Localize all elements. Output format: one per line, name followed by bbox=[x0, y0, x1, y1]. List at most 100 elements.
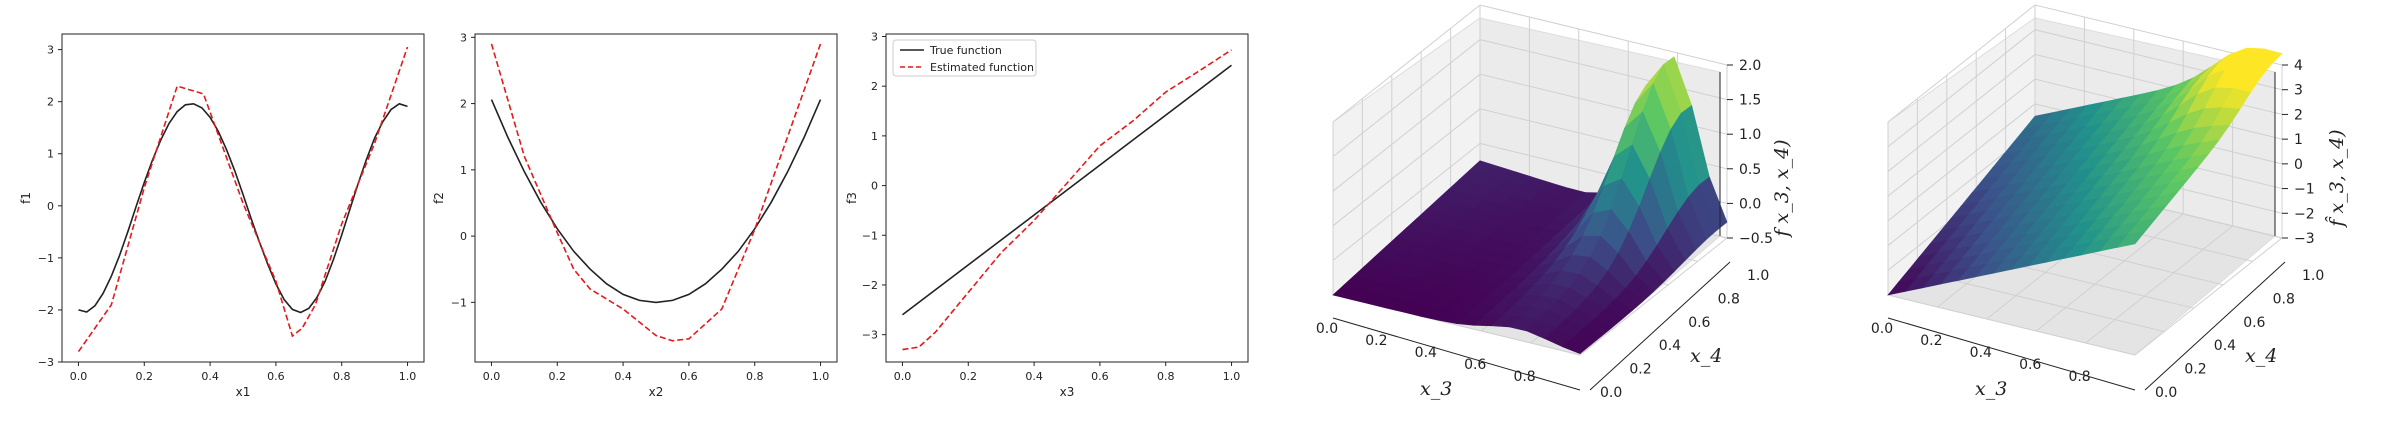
x-tick-label: 0.4 bbox=[201, 370, 219, 383]
z-tick-label: 1.0 bbox=[1739, 127, 1761, 143]
estimated-function-line bbox=[902, 49, 1232, 351]
x-tick-label: 0.2 bbox=[1365, 333, 1387, 349]
z-axis-label: f̂ x_3, x_4) bbox=[2325, 129, 2348, 228]
x-tick-label: 0.6 bbox=[1091, 370, 1109, 383]
z-tick-label: 1 bbox=[2294, 132, 2303, 148]
x-axis-line bbox=[1332, 317, 1581, 391]
chart-f3: 0.0 0.2 0.4 0.6 0.8 1.0 −3 −2 −1 0 1 2 3 x3 f3 True… bbox=[845, 30, 1249, 399]
grid-line bbox=[1887, 4, 2283, 123]
z-tick-label: 1.5 bbox=[1739, 93, 1761, 109]
estimated-function-line bbox=[77, 46, 409, 353]
x-tick-label: 0.2 bbox=[136, 370, 154, 383]
y-tick-label: 0.8 bbox=[1718, 291, 1740, 307]
x-tick-label: 0.2 bbox=[960, 370, 978, 383]
grid-line bbox=[1917, 271, 2165, 333]
x-tick-label: 1.0 bbox=[812, 370, 830, 383]
series-lines bbox=[77, 46, 409, 353]
x-ticks: 0.0 0.2 0.4 0.6 0.8 1.0 bbox=[70, 362, 417, 383]
y-tick-label: 1.0 bbox=[2302, 268, 2324, 284]
y-tick-label: −2 bbox=[38, 304, 54, 317]
x-tick-label: 0.0 bbox=[70, 370, 88, 383]
y-tick-label: −2 bbox=[862, 279, 878, 292]
series-lines bbox=[902, 49, 1232, 351]
y-tick-label: 0.8 bbox=[2273, 291, 2295, 307]
x-ticks: 0.0 0.2 0.4 0.6 0.8 1.0 bbox=[483, 362, 830, 383]
surface-f-true: 0.00.20.40.60.80.00.20.40.60.81.0−0.50.0… bbox=[1316, 4, 1793, 401]
series-lines bbox=[490, 43, 822, 342]
y-tick-label: 2 bbox=[871, 80, 878, 93]
plot-frame bbox=[474, 33, 838, 363]
x-tick-label: 0.8 bbox=[2068, 369, 2090, 385]
z-tick-label: −0.5 bbox=[1739, 231, 1773, 247]
grid-line bbox=[2085, 225, 2233, 344]
x-tick-label: 0.6 bbox=[680, 370, 698, 383]
x-tick-label: 0.2 bbox=[549, 370, 567, 383]
y-ticks: −1 0 1 2 3 bbox=[451, 31, 475, 309]
y-tick-label: −1 bbox=[862, 229, 878, 242]
y-tick-label: 0.4 bbox=[2214, 338, 2236, 354]
x-tick-label: 0.4 bbox=[1970, 345, 1992, 361]
y-ticks: −3 −2 −1 0 1 2 3 bbox=[38, 44, 62, 369]
x-ticks: 0.0 0.2 0.4 0.6 0.8 1.0 bbox=[894, 362, 1240, 383]
surface-mesh bbox=[1887, 47, 2283, 296]
y-tick-label: −3 bbox=[862, 329, 878, 342]
y-tick-label: 0 bbox=[460, 230, 467, 243]
true-function-line bbox=[78, 102, 408, 314]
y-tick-label: 0.4 bbox=[1659, 338, 1681, 354]
x-tick-label: 0.2 bbox=[1920, 333, 1942, 349]
true-function-line bbox=[490, 99, 822, 304]
y-tick-label: 0 bbox=[47, 200, 54, 213]
y-tick-label: 2 bbox=[460, 98, 467, 111]
x-tick-label: 1.0 bbox=[399, 370, 417, 383]
z-tick-label: 2 bbox=[2294, 107, 2303, 123]
legend: True function Estimated function bbox=[892, 39, 1037, 77]
x-tick-label: 0.8 bbox=[333, 370, 351, 383]
grid-line bbox=[1332, 39, 1728, 157]
chart-f1: 0.0 0.2 0.4 0.6 0.8 1.0 −3 −2 −1 0 1 2 3 x1 f1 bbox=[19, 33, 425, 399]
chart-f2: 0.0 0.2 0.4 0.6 0.8 1.0 −1 0 1 2 3 x2 f2 bbox=[432, 31, 838, 399]
surface-patch bbox=[1561, 337, 1592, 354]
surface-mesh bbox=[1332, 56, 1728, 354]
x-tick-label: 0.8 bbox=[746, 370, 764, 383]
surface-f-estimated: 0.00.20.40.60.80.00.20.40.60.81.0−3−2−10… bbox=[1871, 4, 2348, 401]
z-tick-label: 0 bbox=[2294, 157, 2303, 173]
y-tick-label: 1 bbox=[460, 164, 467, 177]
y-tick-label: 0 bbox=[871, 180, 878, 193]
y-tick-label: 0.0 bbox=[1600, 385, 1622, 401]
y-axis-label: f2 bbox=[432, 192, 446, 204]
z-tick-label: 3 bbox=[2294, 83, 2303, 99]
y-ticks: −3 −2 −1 0 1 2 3 bbox=[862, 30, 886, 342]
axis-lines bbox=[1332, 72, 1731, 391]
z-tick-label: 2.0 bbox=[1739, 58, 1761, 74]
x-axis-label: x1 bbox=[236, 385, 251, 399]
x-tick-label: 0.0 bbox=[1871, 321, 1893, 337]
true-function-line bbox=[902, 64, 1232, 316]
plot-frame bbox=[61, 33, 425, 363]
y-axis-label: f3 bbox=[845, 192, 859, 204]
z-tick-label: 0.0 bbox=[1739, 196, 1761, 212]
y-axis-label: x_4 bbox=[2245, 345, 2277, 367]
z-tick-label: −3 bbox=[2294, 231, 2315, 247]
y-tick-label: −1 bbox=[451, 296, 467, 309]
plot-frame bbox=[885, 33, 1249, 363]
grid-line bbox=[2035, 213, 2184, 332]
y-tick-label: 3 bbox=[460, 31, 467, 44]
y-axis-line bbox=[1589, 261, 1731, 391]
surface-patch bbox=[2116, 230, 2147, 248]
x-tick-label: 0.8 bbox=[1513, 369, 1535, 385]
y-axis-label: x_4 bbox=[1690, 345, 1722, 367]
y-axis-line bbox=[2144, 261, 2286, 391]
grid-line bbox=[1579, 237, 1728, 356]
x-tick-label: 0.0 bbox=[1316, 321, 1338, 337]
legend-entry-true: True function bbox=[929, 44, 1002, 57]
y-tick-label: 0.2 bbox=[1629, 362, 1651, 378]
axis-lines bbox=[1887, 72, 2286, 391]
axis-ticks: 0.00.20.40.60.80.00.20.40.60.81.0−0.50.0… bbox=[1316, 58, 1773, 401]
y-tick-label: −1 bbox=[38, 252, 54, 265]
y-tick-label: 1 bbox=[47, 148, 54, 161]
z-tick-label: 4 bbox=[2294, 58, 2303, 74]
x-tick-label: 0.4 bbox=[614, 370, 632, 383]
y-tick-label: 1 bbox=[871, 130, 878, 143]
y-tick-label: 3 bbox=[47, 44, 54, 57]
